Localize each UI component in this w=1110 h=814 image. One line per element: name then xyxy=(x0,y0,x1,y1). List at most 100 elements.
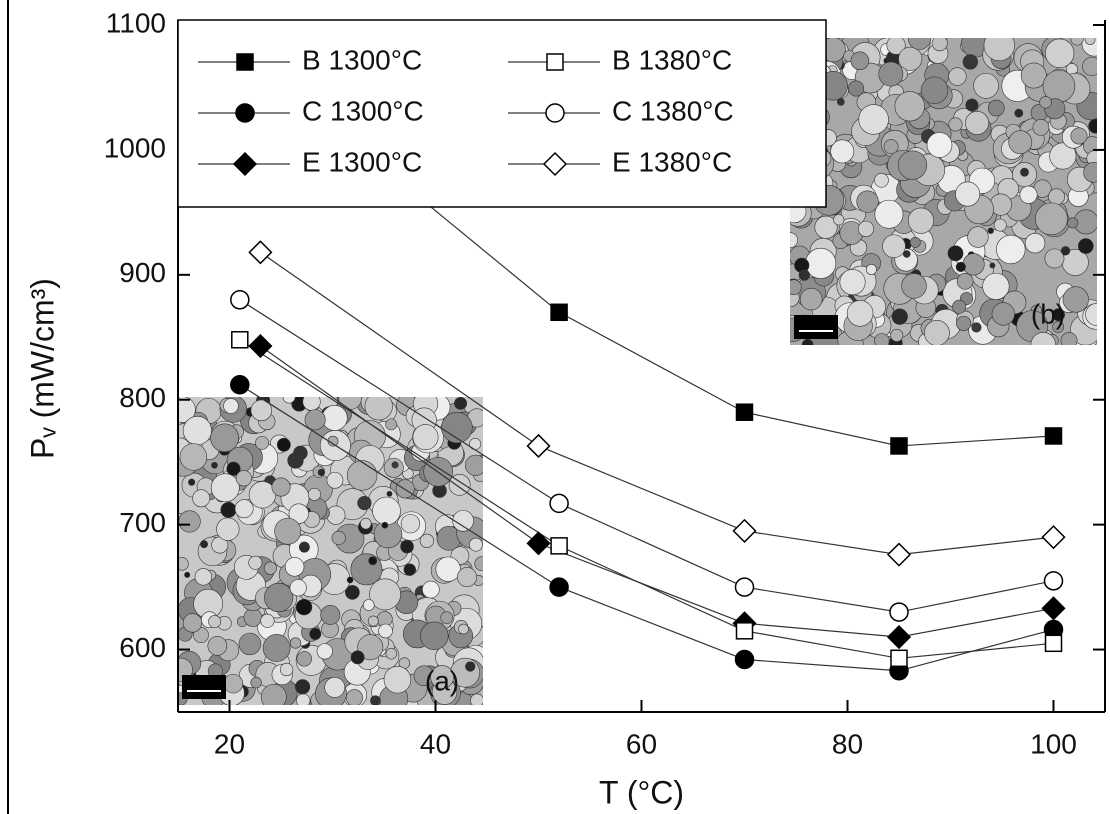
grain xyxy=(345,689,363,705)
legend-label: E 1300°C xyxy=(302,146,422,177)
grain xyxy=(211,461,218,469)
grain xyxy=(178,510,201,533)
grain xyxy=(295,679,311,695)
grain xyxy=(989,262,996,269)
legend-label: E 1380°C xyxy=(612,146,732,177)
grain xyxy=(965,98,979,112)
inset-label: (b) xyxy=(1031,298,1065,329)
grain xyxy=(179,443,208,471)
grain xyxy=(184,571,191,578)
grain xyxy=(1052,320,1065,333)
grain xyxy=(1082,56,1097,76)
grain xyxy=(178,397,196,423)
grain xyxy=(454,397,467,410)
grain xyxy=(274,517,302,545)
grain xyxy=(385,647,398,660)
grain xyxy=(207,636,228,656)
grain xyxy=(1070,38,1084,46)
grain xyxy=(440,611,454,625)
grain xyxy=(987,227,994,234)
grain xyxy=(260,613,275,628)
marker xyxy=(230,374,250,395)
marker xyxy=(1041,596,1066,621)
grain xyxy=(307,487,321,501)
grain xyxy=(458,623,469,635)
grain xyxy=(1062,286,1089,313)
marker xyxy=(542,151,568,177)
grain xyxy=(952,299,967,314)
grain xyxy=(182,613,203,633)
grain xyxy=(452,510,474,532)
grain xyxy=(920,76,949,105)
grain xyxy=(1024,232,1046,254)
grain xyxy=(1008,130,1033,155)
grain xyxy=(857,220,875,237)
grain xyxy=(368,556,378,566)
grain xyxy=(289,579,307,597)
marker xyxy=(526,433,551,459)
grain xyxy=(226,461,241,476)
grain xyxy=(262,634,291,662)
grain xyxy=(441,411,473,444)
marker xyxy=(734,649,755,670)
grain xyxy=(1030,332,1057,345)
grain xyxy=(850,51,870,71)
grain xyxy=(805,247,837,279)
y-axis-label: Pᵥ (mW/cm³) xyxy=(24,278,60,459)
marker xyxy=(886,624,912,650)
grain xyxy=(296,651,312,667)
grain xyxy=(345,585,360,600)
grain xyxy=(264,582,294,613)
grain xyxy=(865,264,877,275)
marker xyxy=(734,577,755,597)
grain xyxy=(1049,142,1077,170)
grain xyxy=(210,423,239,453)
grain xyxy=(317,468,326,477)
grain xyxy=(1085,303,1097,326)
grain xyxy=(955,181,981,207)
grain xyxy=(326,471,344,489)
grain xyxy=(357,495,372,511)
grain xyxy=(287,452,304,469)
grain xyxy=(383,665,412,694)
grain xyxy=(901,273,927,299)
marker xyxy=(886,542,912,567)
grain xyxy=(188,478,196,486)
grain xyxy=(848,80,865,97)
grain xyxy=(1048,188,1065,206)
y-tick-label: 1100 xyxy=(106,7,166,38)
grain xyxy=(790,232,798,248)
grain xyxy=(470,693,483,705)
grain xyxy=(238,632,262,656)
grain xyxy=(464,454,483,476)
grain xyxy=(926,132,953,158)
grain xyxy=(200,540,209,549)
grain xyxy=(448,473,471,496)
grain xyxy=(962,54,978,70)
grains xyxy=(178,397,483,705)
x-tick-label: 40 xyxy=(420,728,451,759)
grain xyxy=(874,199,904,229)
marker xyxy=(735,622,754,640)
grain xyxy=(430,665,454,689)
grain xyxy=(898,46,923,71)
x-tick-label: 20 xyxy=(214,728,245,759)
grain xyxy=(902,250,911,258)
grain xyxy=(982,272,1010,300)
grain xyxy=(856,190,879,213)
grain xyxy=(1039,96,1052,109)
lines xyxy=(230,41,1066,681)
grain xyxy=(956,315,972,331)
grain xyxy=(830,139,855,164)
grain xyxy=(234,499,254,519)
grain xyxy=(378,623,393,639)
grain xyxy=(996,234,1026,265)
marker xyxy=(231,331,249,349)
grain xyxy=(897,150,928,180)
marker xyxy=(550,537,568,555)
grain xyxy=(324,677,346,698)
grain xyxy=(465,661,476,672)
marker xyxy=(1044,634,1063,653)
grain xyxy=(208,615,222,629)
grain xyxy=(965,111,989,135)
